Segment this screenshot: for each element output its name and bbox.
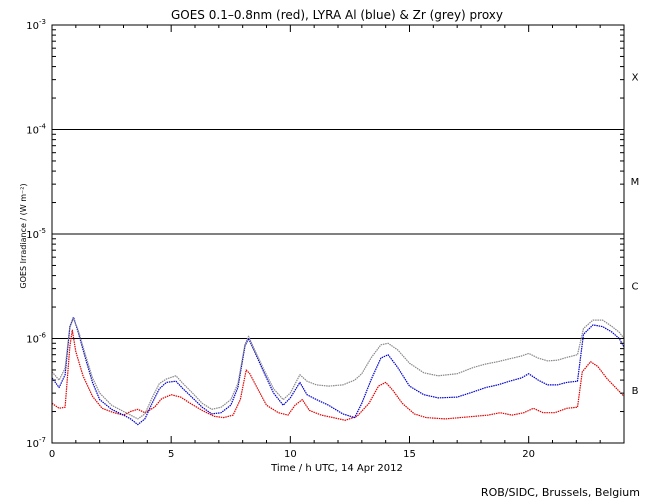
- x-tick-label: 15: [403, 449, 416, 460]
- x-tick-label: 0: [49, 449, 55, 460]
- flare-class-label: X: [632, 73, 639, 84]
- series-line-3: [51, 318, 625, 420]
- y-tick-label: 10-5: [26, 227, 46, 241]
- x-tick-label: 20: [522, 449, 535, 460]
- y-tick-label: 10-7: [26, 436, 46, 450]
- x-tick-label: 5: [168, 449, 174, 460]
- credit-text: ROB/SIDC, Brussels, Belgium: [481, 486, 640, 499]
- y-tick-label: 10-6: [26, 332, 46, 346]
- series-line-2: [51, 316, 625, 426]
- series-line-1: [51, 329, 625, 421]
- x-tick-label: 10: [284, 449, 297, 460]
- flare-class-label: B: [632, 386, 639, 397]
- x-axis-label: Time / h UTC, 14 Apr 2012: [270, 463, 403, 474]
- y-tick-label: 10-3: [26, 18, 46, 32]
- chart-title: GOES 0.1–0.8nm (red), LYRA Al (blue) & Z…: [171, 8, 503, 22]
- y-axis-label: GOES Irradiance / (W m⁻²): [19, 183, 28, 288]
- flare-class-label: C: [632, 282, 639, 293]
- flare-class-label: M: [631, 177, 640, 188]
- y-tick-label: 10-4: [26, 123, 46, 137]
